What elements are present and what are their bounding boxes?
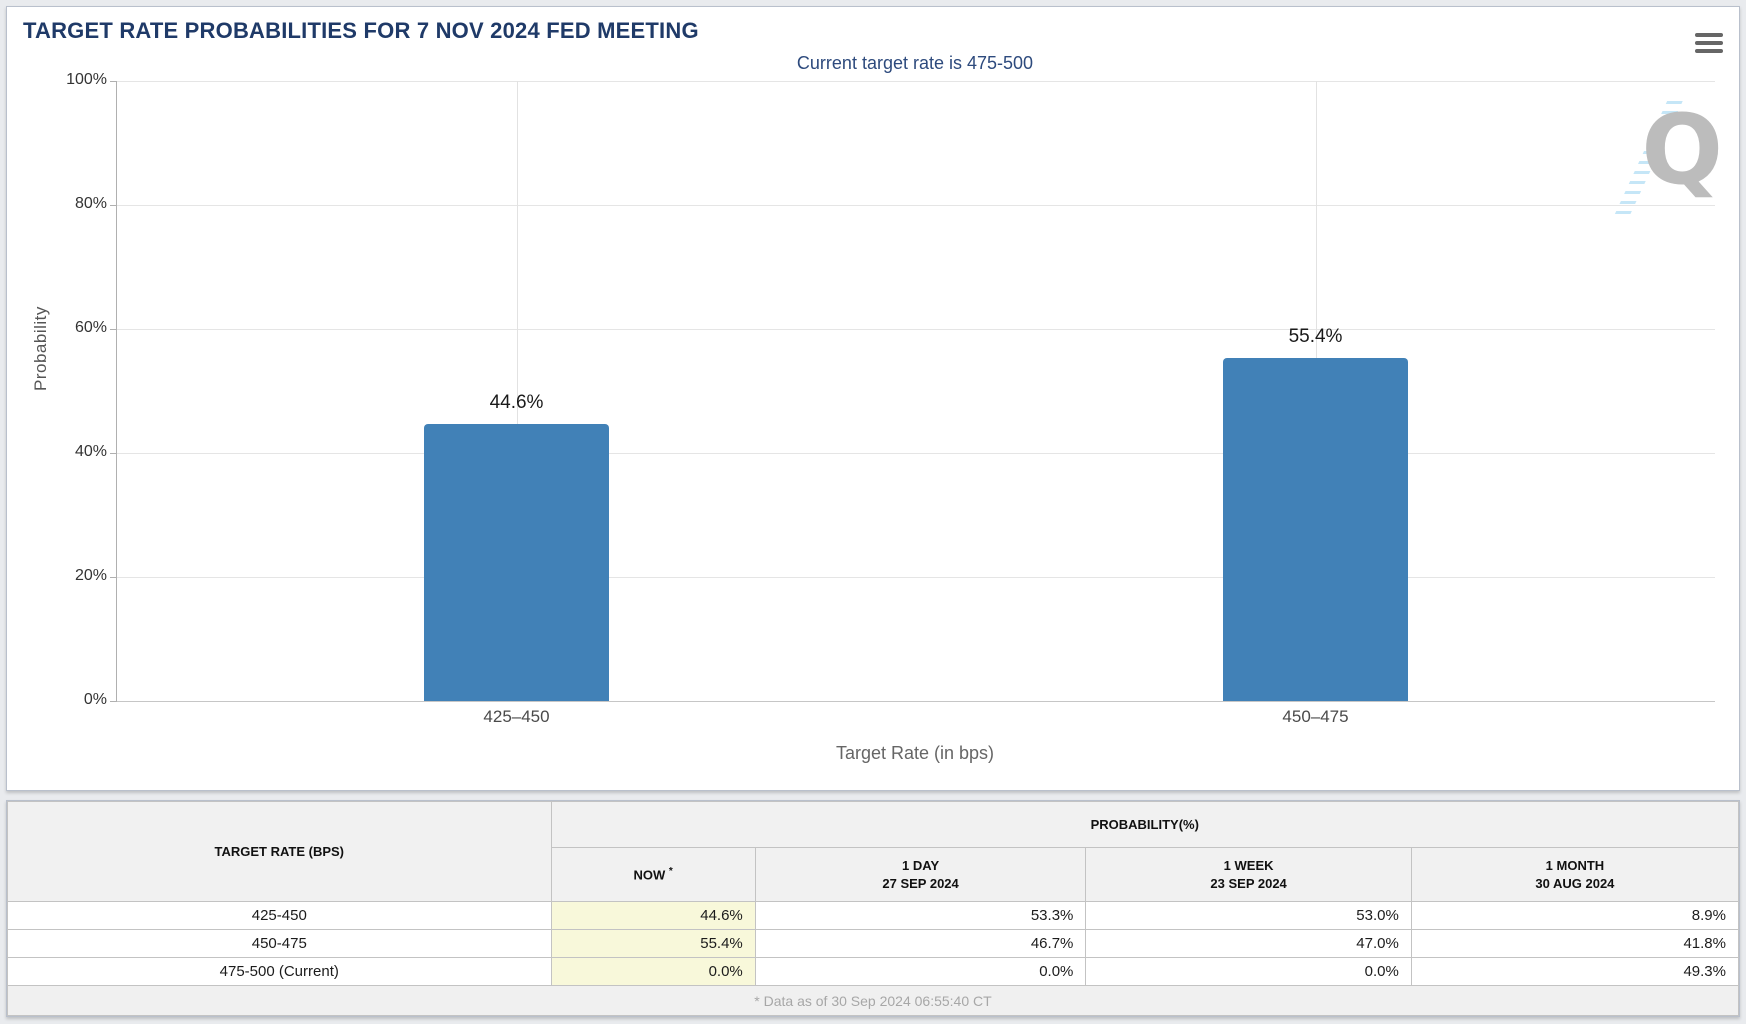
chart-subtitle: Current target rate is 475-500 bbox=[796, 53, 1034, 73]
table-footnote-row: * Data as of 30 Sep 2024 06:55:40 CT bbox=[7, 985, 1739, 1016]
y-gridline bbox=[117, 453, 1715, 454]
col-header-1month: 1 MONTH 30 AUG 2024 bbox=[1410, 847, 1740, 902]
y-gridline bbox=[117, 329, 1715, 330]
day-date: 27 SEP 2024 bbox=[882, 875, 959, 891]
x-tick-label: 450–475 bbox=[1282, 707, 1349, 726]
bar-value-label: 44.6% bbox=[489, 392, 544, 413]
now-label: NOW bbox=[633, 867, 666, 883]
week-label: 1 WEEK bbox=[1223, 857, 1274, 873]
cell-1day: 53.3% bbox=[754, 901, 1087, 930]
cell-rate: 475-500 (Current) bbox=[7, 957, 552, 986]
y-gridline bbox=[117, 205, 1715, 206]
col-header-1day: 1 DAY 27 SEP 2024 bbox=[754, 847, 1087, 902]
y-tick-mark bbox=[110, 329, 117, 330]
cell-1week: 0.0% bbox=[1085, 957, 1412, 986]
quikstrike-watermark: Q bbox=[1611, 95, 1731, 220]
cell-1month: 49.3% bbox=[1410, 957, 1740, 986]
y-gridline bbox=[117, 81, 1715, 82]
bar-value-label: 55.4% bbox=[1288, 326, 1343, 347]
y-tick-mark bbox=[110, 577, 117, 578]
y-tick-label: 80% bbox=[74, 195, 107, 212]
week-date: 23 SEP 2024 bbox=[1210, 875, 1287, 891]
x-gridline bbox=[517, 81, 518, 701]
cell-1day: 46.7% bbox=[754, 929, 1087, 958]
hamburger-icon[interactable] bbox=[1695, 31, 1723, 55]
cell-rate: 450-475 bbox=[7, 929, 552, 958]
cell-now: 44.6% bbox=[550, 901, 756, 930]
cell-now: 55.4% bbox=[550, 929, 756, 958]
y-tick-label: 40% bbox=[74, 443, 107, 460]
chart-plot-area: 0% 20% 40% 60% 80% 100% 44.6% 425–450 55.4% 450–4… bbox=[66, 71, 1715, 726]
col-header-now: NOW * bbox=[550, 847, 756, 902]
page-title: TARGET RATE PROBABILITIES FOR 7 NOV 2024… bbox=[23, 18, 699, 43]
x-tick-label: 425–450 bbox=[483, 707, 550, 726]
probability-table: TARGET RATE (BPS) PROBABILITY(%) NOW * 1… bbox=[7, 801, 1740, 1016]
col-header-target-rate: TARGET RATE (BPS) bbox=[7, 801, 552, 902]
cell-1month: 8.9% bbox=[1410, 901, 1740, 930]
day-label: 1 DAY bbox=[902, 857, 940, 873]
y-tick-label: 100% bbox=[66, 71, 107, 88]
y-tick-mark bbox=[110, 81, 117, 82]
col-header-1week: 1 WEEK 23 SEP 2024 bbox=[1085, 847, 1412, 902]
chart-panel: TARGET RATE PROBABILITIES FOR 7 NOV 2024… bbox=[6, 6, 1740, 791]
y-tick-mark bbox=[110, 701, 117, 702]
watermark-q-letter: Q bbox=[1641, 94, 1723, 206]
month-label: 1 MONTH bbox=[1545, 857, 1605, 873]
probability-table-panel: TARGET RATE (BPS) PROBABILITY(%) NOW * 1… bbox=[6, 800, 1740, 1017]
y-tick-label: 20% bbox=[74, 567, 107, 584]
y-gridline bbox=[117, 577, 1715, 578]
x-axis-title: Target Rate (in bps) bbox=[835, 743, 995, 763]
now-asterisk: * bbox=[668, 866, 673, 878]
hamburger-bar bbox=[1695, 41, 1723, 45]
cell-1week: 47.0% bbox=[1085, 929, 1412, 958]
table-row: 450-475 55.4% 46.7% 47.0% 41.8% bbox=[7, 929, 1740, 958]
month-date: 30 AUG 2024 bbox=[1535, 875, 1615, 891]
table-row: 475-500 (Current) 0.0% 0.0% 0.0% 49.3% bbox=[7, 957, 1740, 986]
data-as-of-footnote: * Data as of 30 Sep 2024 06:55:40 CT bbox=[7, 985, 1739, 1016]
cell-1day: 0.0% bbox=[754, 957, 1087, 986]
cell-now: 0.0% bbox=[550, 957, 756, 986]
cell-rate: 425-450 bbox=[7, 901, 552, 930]
cell-1week: 53.0% bbox=[1085, 901, 1412, 930]
y-tick-label: 60% bbox=[74, 319, 107, 336]
y-tick-mark bbox=[110, 453, 117, 454]
cell-1month: 41.8% bbox=[1410, 929, 1740, 958]
probability-bar[interactable] bbox=[424, 424, 609, 701]
col-group-header-probability: PROBABILITY(%) bbox=[550, 801, 1740, 848]
table-row: 425-450 44.6% 53.3% 53.0% 8.9% bbox=[7, 901, 1740, 930]
hamburger-bar bbox=[1695, 33, 1723, 37]
probability-bar[interactable] bbox=[1223, 358, 1408, 701]
hamburger-bar bbox=[1695, 49, 1723, 53]
y-tick-label: 0% bbox=[83, 691, 107, 708]
y-tick-mark bbox=[110, 205, 117, 206]
